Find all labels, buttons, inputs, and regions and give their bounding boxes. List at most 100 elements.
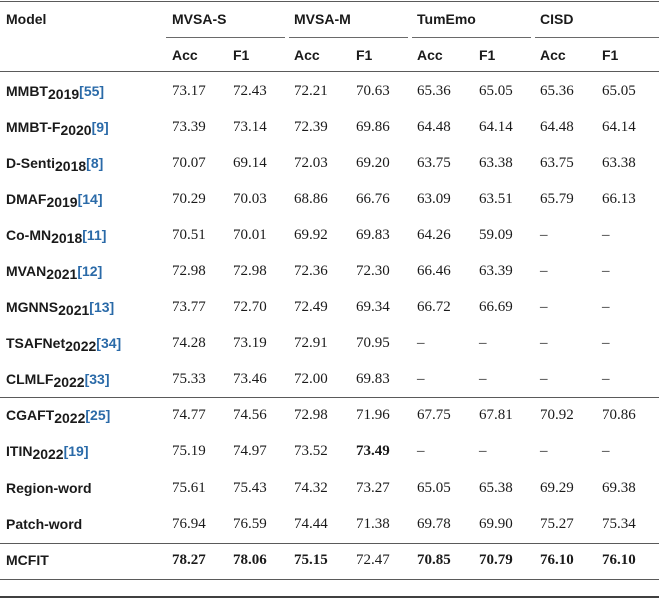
metric-value: 64.48 [540, 119, 574, 135]
metric-value: 72.43 [233, 83, 267, 99]
metric-value: 69.38 [602, 480, 636, 496]
metric-value: 69.90 [479, 516, 513, 532]
metric-value: – [602, 371, 610, 387]
citation-link[interactable]: [13] [89, 299, 115, 315]
model-name: Patch-word [6, 515, 82, 533]
citation-link[interactable]: [34] [96, 335, 122, 351]
citation-link[interactable]: [14] [77, 191, 103, 207]
metric-value: 74.97 [233, 443, 267, 459]
metric-value: 65.05 [417, 480, 451, 496]
model-name: Region-word [6, 479, 92, 497]
metric-value: 75.19 [172, 443, 206, 459]
group-header-cisd: CISD [540, 11, 574, 27]
metric-value: 69.34 [356, 299, 390, 315]
subheader-acc: Acc [417, 47, 443, 63]
metric-value: 64.14 [602, 119, 636, 135]
metric-value: 69.20 [356, 155, 390, 171]
metric-value: 65.36 [540, 83, 574, 99]
model-name-text: CGAFT [6, 407, 55, 423]
subheader-f1: F1 [233, 47, 250, 63]
metric-value: 72.98 [172, 263, 206, 279]
metric-value: – [540, 443, 548, 459]
metric-value: 72.39 [294, 119, 328, 135]
metric-value: 63.38 [602, 155, 636, 171]
model-year: 2022 [65, 338, 97, 354]
model-header: Model [6, 11, 47, 27]
model-year: 2018 [55, 158, 87, 174]
metric-value: 69.86 [356, 119, 390, 135]
metric-value: 73.17 [172, 83, 206, 99]
metric-value: 73.14 [233, 119, 267, 135]
metric-value: 66.69 [479, 299, 513, 315]
metric-value: 74.56 [233, 407, 267, 423]
metric-value: 66.46 [417, 263, 451, 279]
metric-value: 65.05 [602, 83, 636, 99]
metric-value: 63.09 [417, 191, 451, 207]
model-year: 2022 [54, 410, 86, 426]
metric-value: 70.63 [356, 83, 390, 99]
citation-link[interactable]: [33] [84, 371, 110, 387]
citation-link[interactable]: [9] [91, 119, 109, 135]
metric-value: 72.03 [294, 155, 328, 171]
metric-value: 73.52 [294, 443, 328, 459]
subheader-f1: F1 [602, 47, 619, 63]
metric-value: 72.98 [233, 263, 267, 279]
metric-value: 67.81 [479, 407, 513, 423]
citation-link[interactable]: [11] [82, 227, 107, 243]
model-year: 2019 [46, 194, 78, 210]
subheader-acc: Acc [172, 47, 198, 63]
model-year: 2021 [46, 266, 78, 282]
metric-value: 63.51 [479, 191, 513, 207]
metric-value: 69.78 [417, 516, 451, 532]
metric-value: 70.29 [172, 191, 206, 207]
metric-value: 73.49 [356, 443, 390, 459]
model-name: CLMLF2022[33] [6, 370, 110, 390]
metric-value: 63.38 [479, 155, 513, 171]
model-year: 2022 [32, 446, 64, 462]
model-name: ITIN2022[19] [6, 442, 89, 462]
model-year: 2022 [53, 374, 85, 390]
metric-value: – [602, 299, 610, 315]
citation-link[interactable]: [8] [86, 155, 104, 171]
model-name-text: Region-word [6, 480, 92, 496]
citation-link[interactable]: [25] [85, 407, 111, 423]
metric-value: 75.33 [172, 371, 206, 387]
subheader-acc: Acc [294, 47, 320, 63]
metric-value: 74.77 [172, 407, 206, 423]
metric-value: 76.10 [540, 552, 574, 568]
model-year: 2021 [58, 302, 90, 318]
citation-link[interactable]: [12] [77, 263, 103, 279]
metric-value: – [479, 371, 487, 387]
metric-value: 59.09 [479, 227, 513, 243]
metric-value: 65.79 [540, 191, 574, 207]
metric-value: 69.29 [540, 480, 574, 496]
subheader-f1: F1 [356, 47, 373, 63]
metric-value: 72.21 [294, 83, 328, 99]
metric-value: 69.83 [356, 227, 390, 243]
model-name: MCFIT [6, 551, 49, 569]
model-name-text: DMAF [6, 191, 47, 207]
metric-value: 75.15 [294, 552, 328, 568]
model-name-text: D-Senti [6, 155, 55, 171]
metric-value: – [602, 335, 610, 351]
metric-value: 69.14 [233, 155, 267, 171]
model-name-text: MCFIT [6, 552, 49, 568]
metric-value: 73.77 [172, 299, 206, 315]
metric-value: 71.96 [356, 407, 390, 423]
metric-value: – [602, 227, 610, 243]
model-name-text: MVAN [6, 263, 47, 279]
metric-value: – [417, 335, 425, 351]
model-name: DMAF2019[14] [6, 190, 103, 210]
citation-link[interactable]: [55] [79, 83, 105, 99]
metric-value: – [417, 371, 425, 387]
metric-value: 69.92 [294, 227, 328, 243]
metric-value: 72.00 [294, 371, 328, 387]
metric-value: 78.06 [233, 552, 267, 568]
subheader-acc: Acc [540, 47, 566, 63]
top-rule [0, 1, 659, 2]
group-rule-tumemo [412, 37, 531, 38]
metric-value: – [540, 263, 548, 279]
citation-link[interactable]: [19] [63, 443, 89, 459]
model-name-text: MMBT [6, 83, 48, 99]
metric-value: – [602, 263, 610, 279]
